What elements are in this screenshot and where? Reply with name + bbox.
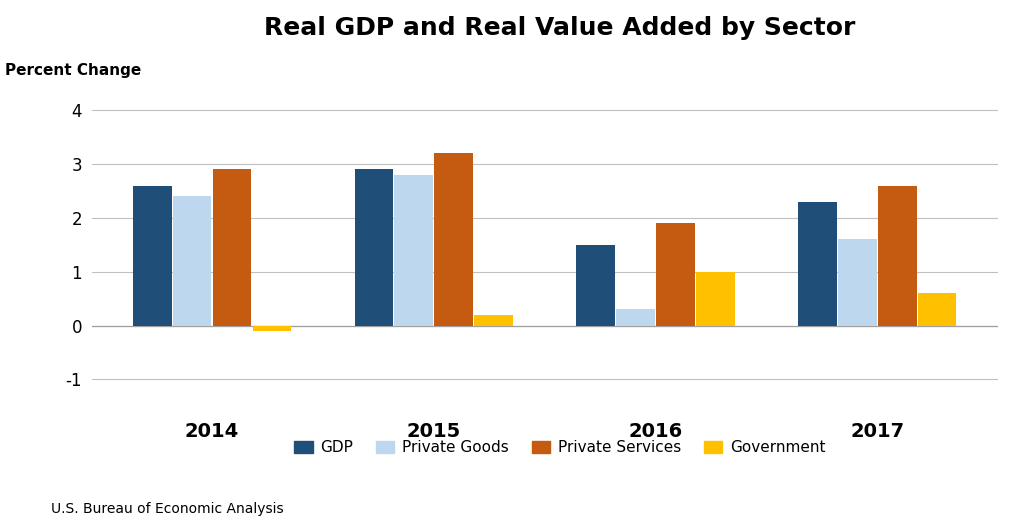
Bar (474, 315, 513, 326)
Text: Percent Change: Percent Change (5, 63, 142, 78)
Bar (435, 153, 473, 326)
Bar (838, 240, 876, 326)
Bar (354, 169, 393, 326)
Text: U.S. Bureau of Economic Analysis: U.S. Bureau of Economic Analysis (51, 502, 284, 516)
Bar (798, 202, 837, 326)
Bar (213, 169, 251, 326)
Bar (656, 224, 695, 326)
Legend: GDP, Private Goods, Private Services, Government: GDP, Private Goods, Private Services, Go… (288, 434, 832, 461)
Bar (173, 196, 212, 326)
Bar (394, 175, 434, 326)
Bar (132, 185, 171, 326)
Bar (918, 293, 957, 326)
Bar (616, 309, 655, 326)
Bar (252, 326, 291, 331)
Bar (576, 245, 615, 326)
Bar (878, 185, 916, 326)
Bar (696, 272, 735, 326)
Text: Real GDP and Real Value Added by Sector: Real GDP and Real Value Added by Sector (265, 16, 855, 40)
